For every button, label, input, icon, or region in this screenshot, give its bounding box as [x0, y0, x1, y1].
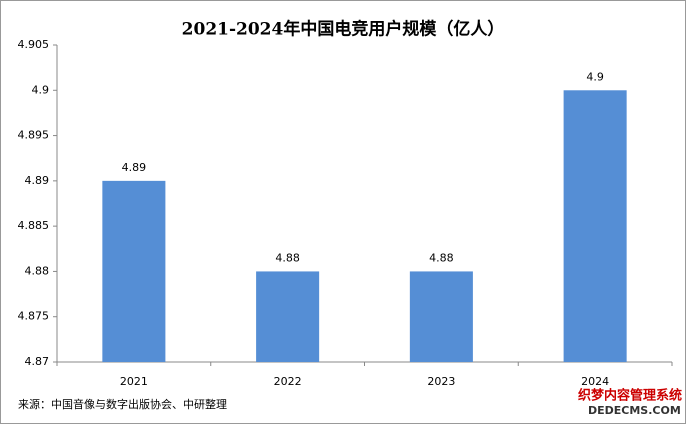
y-tick-label: 4.9 — [32, 83, 50, 96]
bar — [256, 271, 320, 362]
y-tick-label: 4.895 — [18, 129, 50, 142]
source-note: 来源：中国音像与数字出版协会、中研整理 — [18, 397, 227, 411]
y-tick-label: 4.885 — [18, 219, 50, 232]
y-tick-label: 4.89 — [25, 174, 50, 187]
watermark-text: 织梦内容管理系统 — [578, 388, 682, 404]
value-label: 4.89 — [122, 161, 147, 174]
bar — [102, 180, 166, 362]
y-tick-label: 4.905 — [18, 38, 50, 51]
value-label: 4.88 — [429, 251, 454, 264]
x-tick-label: 2022 — [274, 375, 302, 388]
bar — [409, 271, 473, 362]
value-label: 4.88 — [275, 251, 300, 264]
x-tick-label: 2021 — [120, 375, 148, 388]
y-tick-label: 4.88 — [25, 264, 50, 277]
y-tick-label: 4.875 — [18, 310, 50, 323]
chart-title: 2021-2024年中国电竞用户规模（亿人） — [182, 19, 505, 40]
watermark-text: DEDECMS.COM — [588, 404, 681, 417]
bar — [563, 90, 627, 363]
y-tick-label: 4.87 — [25, 355, 50, 368]
value-label: 4.9 — [586, 70, 604, 83]
x-tick-label: 2023 — [427, 375, 455, 388]
x-tick-label: 2024 — [581, 375, 609, 388]
